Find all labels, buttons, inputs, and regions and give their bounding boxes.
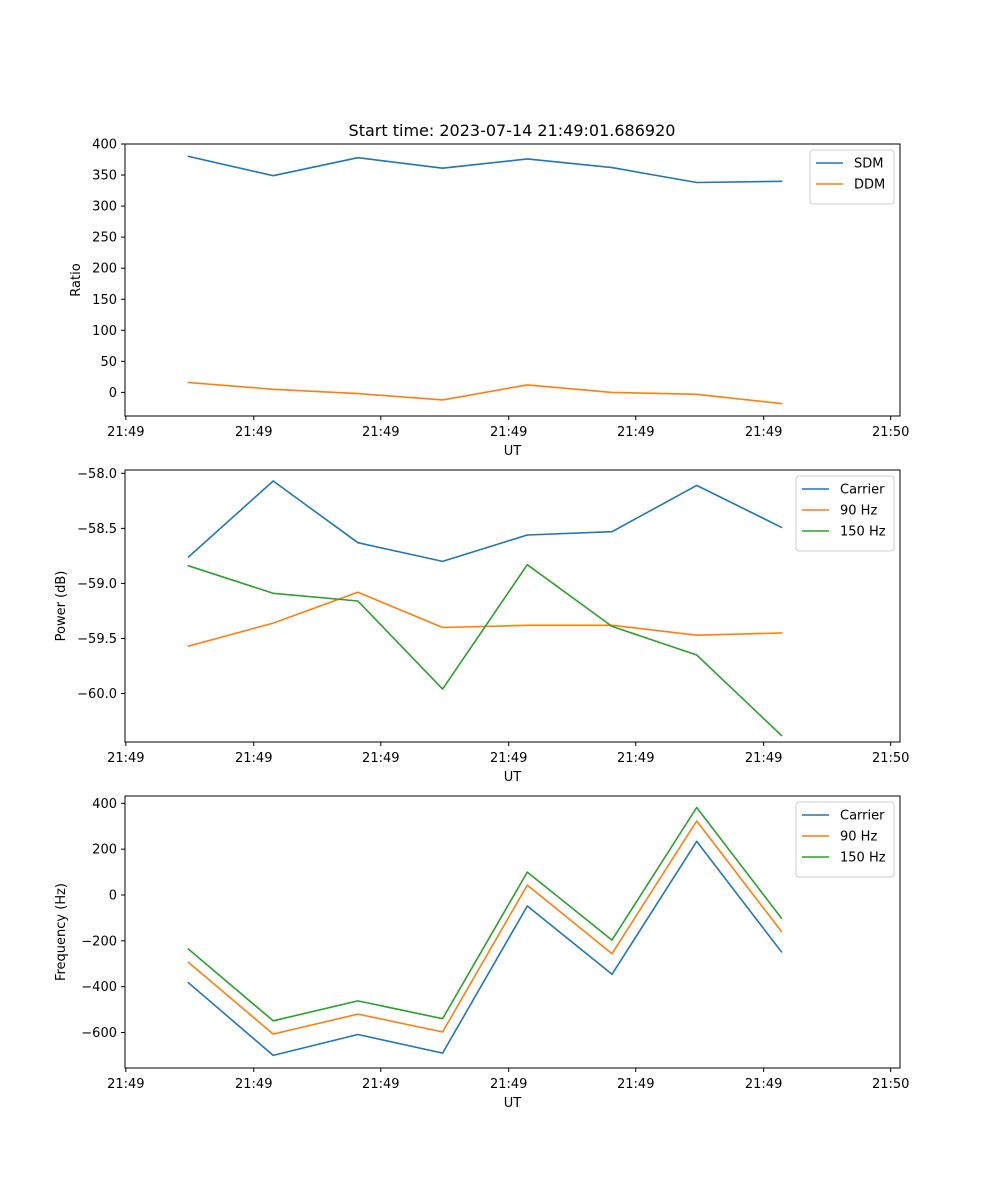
x-tick-label: 21:49 — [362, 425, 399, 440]
series-line-150-hz — [187, 806, 783, 1022]
x-tick-label: 21:49 — [617, 751, 654, 766]
legend-label: 90 Hz — [840, 830, 877, 845]
x-tick-label: 21:49 — [235, 751, 272, 766]
y-axis-label: Frequency (Hz) — [54, 883, 69, 981]
legend-box — [795, 475, 895, 552]
y-tick-label: 0 — [109, 888, 117, 903]
x-tick-label: 21:49 — [235, 425, 272, 440]
panels: 0 50 100 150 200 250 300 350 400 21:49 21:49 21:49 2… — [54, 138, 909, 1112]
plot-frame — [124, 795, 901, 1069]
plot-frame — [124, 469, 901, 743]
series-line-carrier — [187, 480, 783, 563]
legend-label: DDM — [854, 178, 885, 193]
x-tick-label: 21:49 — [362, 1077, 399, 1092]
x-tick-label: 21:49 — [490, 751, 527, 766]
x-tick-label: 21:49 — [107, 1077, 144, 1092]
legend-label: 90 Hz — [840, 504, 877, 519]
chart-title: Start time: 2023-07-14 21:49:01.686920 — [349, 121, 676, 140]
x-tick-label: 21:50 — [872, 751, 909, 766]
chart-panel-2: −60.0 −59.5 −59.0 −58.5 −58.0 21:49 21:49 21:49… — [54, 467, 909, 785]
y-tick-label: 0 — [109, 386, 117, 401]
x-tick-label: 21:49 — [107, 751, 144, 766]
y-tick-label: 300 — [92, 200, 117, 215]
y-axis-label: Power (dB) — [54, 571, 69, 642]
x-tick-label: 21:50 — [872, 1077, 909, 1092]
series-line-sdm — [187, 155, 783, 184]
x-tick-label: 21:49 — [745, 1077, 782, 1092]
chart-panel-1: 0 50 100 150 200 250 300 350 400 21:49 21:49 21:49 2… — [69, 138, 909, 460]
y-tick-label: −58.0 — [77, 467, 117, 482]
x-tick-label: 21:49 — [235, 1077, 272, 1092]
x-tick-label: 21:50 — [872, 425, 909, 440]
y-tick-label: 50 — [100, 355, 117, 370]
y-tick-label: 100 — [92, 324, 117, 339]
legend: SDM DDM — [809, 149, 895, 205]
legend: Carrier 90 Hz 150 Hz — [795, 801, 895, 878]
y-tick-label: −200 — [81, 934, 117, 949]
x-tick-label: 21:49 — [745, 751, 782, 766]
x-tick-label: 21:49 — [362, 751, 399, 766]
x-tick-label: 21:49 — [617, 1077, 654, 1092]
chart-panel-3: −600 −400 −200 0 200 400 21:49 21:49 21:49 21:49 2… — [54, 795, 909, 1111]
x-axis-label: UT — [504, 770, 522, 785]
y-tick-label: −58.5 — [77, 522, 117, 537]
legend: Carrier 90 Hz 150 Hz — [795, 475, 895, 552]
y-tick-label: 200 — [92, 262, 117, 277]
legend-label: Carrier — [840, 483, 885, 498]
x-tick-label: 21:49 — [490, 1077, 527, 1092]
y-tick-label: −59.5 — [77, 632, 117, 647]
y-axis-label: Ratio — [69, 263, 84, 296]
legend-label: Carrier — [840, 809, 885, 824]
series-line-150-hz — [187, 563, 783, 737]
y-tick-label: 150 — [92, 293, 117, 308]
legend-label: SDM — [854, 157, 883, 172]
y-tick-label: 350 — [92, 169, 117, 184]
x-tick-label: 21:49 — [107, 425, 144, 440]
y-tick-label: 400 — [92, 138, 117, 153]
series-line-carrier — [187, 840, 783, 1057]
series-line-ddm — [187, 381, 783, 405]
x-tick-label: 21:49 — [745, 425, 782, 440]
legend-box — [795, 801, 895, 878]
x-tick-label: 21:49 — [617, 425, 654, 440]
y-tick-label: 250 — [92, 231, 117, 246]
y-tick-label: −400 — [81, 980, 117, 995]
x-tick-label: 21:49 — [490, 425, 527, 440]
x-axis-label: UT — [504, 1096, 522, 1111]
y-tick-label: −59.0 — [77, 577, 117, 592]
plot-frame — [124, 143, 901, 417]
legend-label: 150 Hz — [840, 851, 886, 866]
y-tick-label: −60.0 — [77, 687, 117, 702]
y-tick-label: 200 — [92, 843, 117, 858]
y-tick-label: −600 — [81, 1026, 117, 1041]
series-line-90-hz — [187, 820, 783, 1035]
legend-label: 150 Hz — [840, 525, 886, 540]
x-axis-label: UT — [504, 444, 522, 459]
y-tick-label: 400 — [92, 797, 117, 812]
